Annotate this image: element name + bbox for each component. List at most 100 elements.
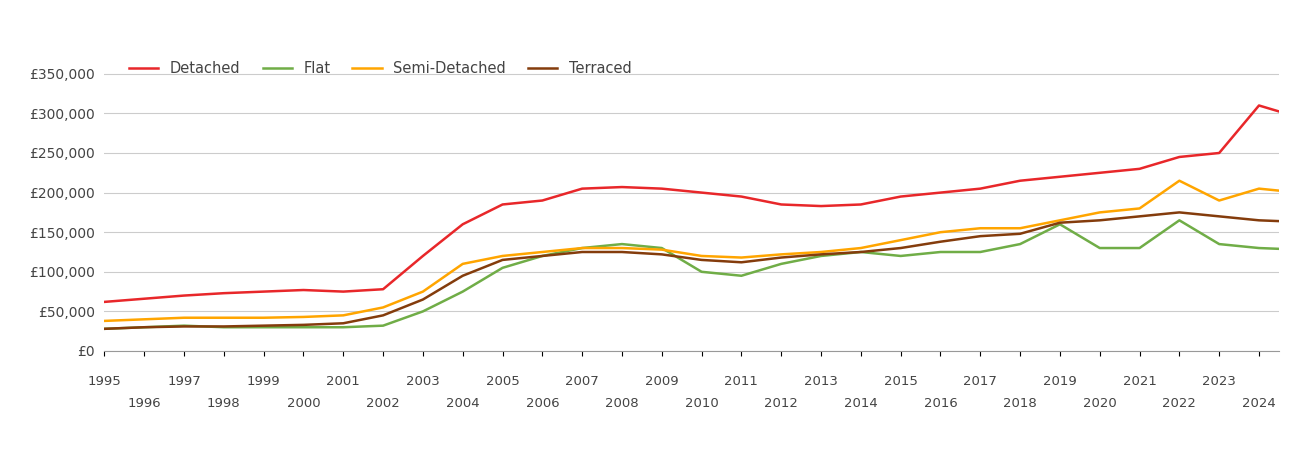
Text: 2009: 2009 xyxy=(645,375,679,388)
Semi-Detached xyxy=(176,315,192,320)
Terraced xyxy=(893,245,908,251)
Detached xyxy=(256,289,271,294)
Text: 2020: 2020 xyxy=(1083,397,1117,410)
Text: 2006: 2006 xyxy=(526,397,559,410)
Semi-Detached xyxy=(1251,186,1267,191)
Semi-Detached xyxy=(1211,198,1227,203)
Semi-Detached xyxy=(774,252,790,257)
Detached xyxy=(893,194,908,199)
Semi-Detached xyxy=(1013,225,1028,231)
Detached xyxy=(217,291,232,296)
Text: 2005: 2005 xyxy=(485,375,519,388)
Detached xyxy=(137,296,153,302)
Semi-Detached xyxy=(455,261,471,266)
Text: 2017: 2017 xyxy=(963,375,997,388)
Flat xyxy=(972,249,988,255)
Terraced xyxy=(376,313,392,318)
Detached xyxy=(853,202,869,207)
Semi-Detached xyxy=(933,230,949,235)
Flat xyxy=(376,323,392,328)
Flat xyxy=(1013,241,1028,247)
Text: 1999: 1999 xyxy=(247,375,281,388)
Text: 2010: 2010 xyxy=(685,397,719,410)
Terraced xyxy=(217,324,232,329)
Semi-Detached xyxy=(376,305,392,310)
Terraced xyxy=(574,249,590,255)
Terraced xyxy=(335,320,351,326)
Text: 2011: 2011 xyxy=(724,375,758,388)
Flat xyxy=(137,324,153,330)
Flat xyxy=(853,249,869,255)
Line: Flat: Flat xyxy=(104,220,1298,329)
Flat xyxy=(495,265,510,270)
Legend: Detached, Flat, Semi-Detached, Terraced: Detached, Flat, Semi-Detached, Terraced xyxy=(124,55,637,82)
Semi-Detached xyxy=(694,253,710,259)
Flat xyxy=(535,253,551,259)
Semi-Detached xyxy=(296,314,312,319)
Terraced xyxy=(1211,214,1227,219)
Text: 1998: 1998 xyxy=(207,397,240,410)
Semi-Detached xyxy=(813,249,829,255)
Text: 2015: 2015 xyxy=(883,375,917,388)
Flat xyxy=(1211,241,1227,247)
Text: 2013: 2013 xyxy=(804,375,838,388)
Terraced xyxy=(176,324,192,329)
Flat xyxy=(1131,245,1147,251)
Terraced xyxy=(933,239,949,244)
Semi-Detached xyxy=(654,247,669,252)
Terraced xyxy=(654,252,669,257)
Semi-Detached xyxy=(495,253,510,259)
Detached xyxy=(455,221,471,227)
Detached xyxy=(694,190,710,195)
Text: 2022: 2022 xyxy=(1163,397,1197,410)
Text: 1997: 1997 xyxy=(167,375,201,388)
Terraced xyxy=(853,249,869,255)
Detached xyxy=(933,190,949,195)
Text: 2018: 2018 xyxy=(1004,397,1037,410)
Flat xyxy=(217,324,232,330)
Terraced xyxy=(615,249,630,255)
Line: Semi-Detached: Semi-Detached xyxy=(104,181,1298,321)
Semi-Detached xyxy=(97,318,112,324)
Detached xyxy=(335,289,351,294)
Terraced xyxy=(813,252,829,257)
Terraced xyxy=(1013,231,1028,237)
Text: 2004: 2004 xyxy=(446,397,479,410)
Terraced xyxy=(1172,210,1188,215)
Semi-Detached xyxy=(853,245,869,251)
Text: 2000: 2000 xyxy=(287,397,320,410)
Semi-Detached xyxy=(1291,190,1305,195)
Terraced xyxy=(495,257,510,263)
Semi-Detached xyxy=(733,255,749,260)
Semi-Detached xyxy=(217,315,232,320)
Semi-Detached xyxy=(574,245,590,251)
Terraced xyxy=(1052,220,1067,225)
Flat xyxy=(654,245,669,251)
Flat xyxy=(1251,245,1267,251)
Text: 2002: 2002 xyxy=(367,397,399,410)
Flat xyxy=(335,324,351,330)
Flat xyxy=(774,261,790,266)
Terraced xyxy=(1092,218,1108,223)
Detached xyxy=(813,203,829,209)
Line: Terraced: Terraced xyxy=(104,212,1298,329)
Detached xyxy=(1291,115,1305,120)
Terraced xyxy=(296,322,312,328)
Flat xyxy=(813,253,829,259)
Terraced xyxy=(1131,214,1147,219)
Semi-Detached xyxy=(1131,206,1147,211)
Text: 2008: 2008 xyxy=(606,397,638,410)
Detached xyxy=(615,184,630,190)
Semi-Detached xyxy=(615,245,630,251)
Terraced xyxy=(694,257,710,263)
Flat xyxy=(1052,221,1067,227)
Text: 1996: 1996 xyxy=(128,397,161,410)
Flat xyxy=(933,249,949,255)
Terraced xyxy=(455,273,471,279)
Terraced xyxy=(535,253,551,259)
Detached xyxy=(1092,170,1108,176)
Semi-Detached xyxy=(1172,178,1188,184)
Detached xyxy=(733,194,749,199)
Text: 2001: 2001 xyxy=(326,375,360,388)
Detached xyxy=(376,287,392,292)
